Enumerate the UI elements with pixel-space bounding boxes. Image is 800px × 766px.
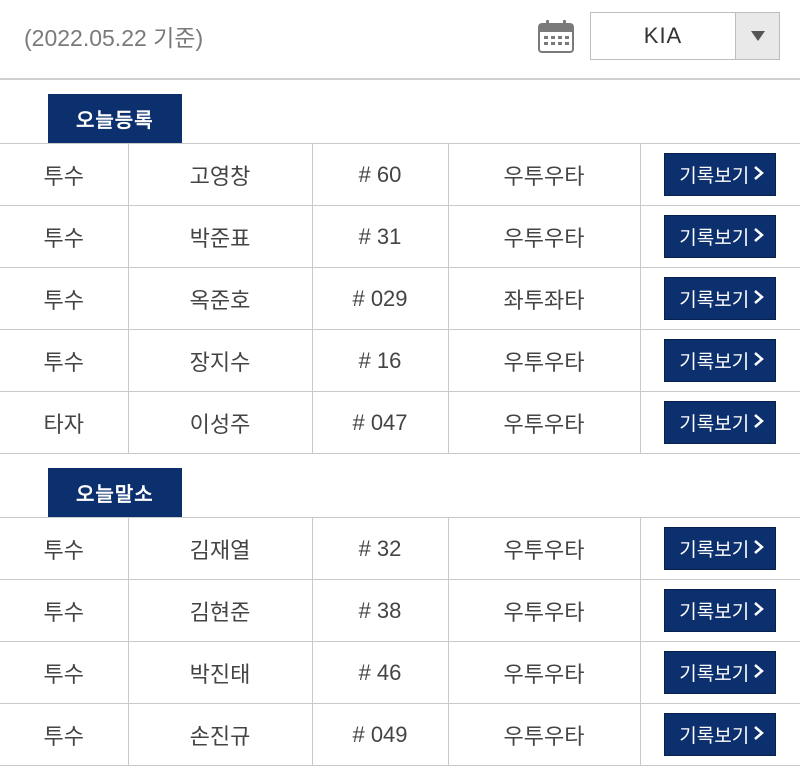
team-select-value: KIA xyxy=(591,23,735,49)
action-cell: 기록보기 xyxy=(640,518,800,580)
position-cell: 타자 xyxy=(0,392,128,454)
action-cell: 기록보기 xyxy=(640,268,800,330)
name-cell: 장지수 xyxy=(128,330,312,392)
position-cell: 투수 xyxy=(0,518,128,580)
chevron-right-icon xyxy=(751,289,765,309)
chevron-right-icon xyxy=(751,413,765,433)
view-record-button[interactable]: 기록보기 xyxy=(664,339,776,382)
name-cell: 고영창 xyxy=(128,144,312,206)
header-controls: KIA xyxy=(538,12,780,60)
table-row: 투수김재열# 32우투우타 기록보기 xyxy=(0,518,800,580)
action-cell: 기록보기 xyxy=(640,144,800,206)
bats-throws-cell: 우투우타 xyxy=(448,518,640,580)
number-cell: # 32 xyxy=(312,518,448,580)
name-cell: 박준표 xyxy=(128,206,312,268)
team-select[interactable]: KIA xyxy=(590,12,780,60)
roster-table: 투수김재열# 32우투우타기록보기투수김현준# 38우투우타기록보기투수박진태#… xyxy=(0,517,800,766)
chevron-right-icon xyxy=(751,601,765,621)
bats-throws-cell: 우투우타 xyxy=(448,642,640,704)
table-row: 투수박진태# 46우투우타 기록보기 xyxy=(0,642,800,704)
table-row: 투수박준표# 31우투우타 기록보기 xyxy=(0,206,800,268)
view-record-label: 기록보기 xyxy=(679,597,749,624)
view-record-button[interactable]: 기록보기 xyxy=(664,153,776,196)
view-record-label: 기록보기 xyxy=(679,535,749,562)
table-row: 투수손진규# 049우투우타 기록보기 xyxy=(0,704,800,766)
number-cell: # 31 xyxy=(312,206,448,268)
section-tab: 오늘등록 xyxy=(48,94,182,143)
action-cell: 기록보기 xyxy=(640,642,800,704)
chevron-right-icon xyxy=(751,351,765,371)
number-cell: # 16 xyxy=(312,330,448,392)
table-row: 투수고영창# 60우투우타 기록보기 xyxy=(0,144,800,206)
view-record-button[interactable]: 기록보기 xyxy=(664,651,776,694)
name-cell: 손진규 xyxy=(128,704,312,766)
chevron-right-icon xyxy=(751,725,765,745)
table-row: 투수김현준# 38우투우타 기록보기 xyxy=(0,580,800,642)
view-record-label: 기록보기 xyxy=(679,659,749,686)
bats-throws-cell: 우투우타 xyxy=(448,330,640,392)
name-cell: 김현준 xyxy=(128,580,312,642)
view-record-label: 기록보기 xyxy=(679,223,749,250)
position-cell: 투수 xyxy=(0,268,128,330)
bats-throws-cell: 우투우타 xyxy=(448,144,640,206)
chevron-right-icon xyxy=(751,227,765,247)
position-cell: 투수 xyxy=(0,330,128,392)
section-tab-row: 오늘등록 xyxy=(0,80,800,143)
name-cell: 옥준호 xyxy=(128,268,312,330)
position-cell: 투수 xyxy=(0,704,128,766)
position-cell: 투수 xyxy=(0,580,128,642)
view-record-button[interactable]: 기록보기 xyxy=(664,277,776,320)
bats-throws-cell: 좌투좌타 xyxy=(448,268,640,330)
view-record-button[interactable]: 기록보기 xyxy=(664,401,776,444)
action-cell: 기록보기 xyxy=(640,580,800,642)
number-cell: # 38 xyxy=(312,580,448,642)
chevron-down-icon xyxy=(735,13,779,59)
name-cell: 박진태 xyxy=(128,642,312,704)
section-tab: 오늘말소 xyxy=(48,468,182,517)
chevron-right-icon xyxy=(751,539,765,559)
date-label: (2022.05.22 기준) xyxy=(24,19,203,53)
bats-throws-cell: 우투우타 xyxy=(448,206,640,268)
header-bar: (2022.05.22 기준) KIA xyxy=(0,0,800,80)
action-cell: 기록보기 xyxy=(640,392,800,454)
position-cell: 투수 xyxy=(0,642,128,704)
view-record-label: 기록보기 xyxy=(679,721,749,748)
number-cell: # 46 xyxy=(312,642,448,704)
view-record-label: 기록보기 xyxy=(679,161,749,188)
number-cell: # 60 xyxy=(312,144,448,206)
view-record-label: 기록보기 xyxy=(679,409,749,436)
position-cell: 투수 xyxy=(0,144,128,206)
roster-table: 투수고영창# 60우투우타기록보기투수박준표# 31우투우타기록보기투수옥준호#… xyxy=(0,143,800,454)
chevron-right-icon xyxy=(751,165,765,185)
view-record-label: 기록보기 xyxy=(679,285,749,312)
table-row: 타자이성주# 047우투우타 기록보기 xyxy=(0,392,800,454)
view-record-label: 기록보기 xyxy=(679,347,749,374)
action-cell: 기록보기 xyxy=(640,330,800,392)
calendar-icon[interactable] xyxy=(538,19,574,53)
bats-throws-cell: 우투우타 xyxy=(448,580,640,642)
bats-throws-cell: 우투우타 xyxy=(448,704,640,766)
table-row: 투수옥준호# 029좌투좌타 기록보기 xyxy=(0,268,800,330)
number-cell: # 049 xyxy=(312,704,448,766)
chevron-right-icon xyxy=(751,663,765,683)
action-cell: 기록보기 xyxy=(640,704,800,766)
number-cell: # 029 xyxy=(312,268,448,330)
table-row: 투수장지수# 16우투우타 기록보기 xyxy=(0,330,800,392)
view-record-button[interactable]: 기록보기 xyxy=(664,215,776,258)
view-record-button[interactable]: 기록보기 xyxy=(664,527,776,570)
number-cell: # 047 xyxy=(312,392,448,454)
position-cell: 투수 xyxy=(0,206,128,268)
name-cell: 이성주 xyxy=(128,392,312,454)
action-cell: 기록보기 xyxy=(640,206,800,268)
bats-throws-cell: 우투우타 xyxy=(448,392,640,454)
name-cell: 김재열 xyxy=(128,518,312,580)
view-record-button[interactable]: 기록보기 xyxy=(664,713,776,756)
section-tab-row: 오늘말소 xyxy=(0,454,800,517)
view-record-button[interactable]: 기록보기 xyxy=(664,589,776,632)
